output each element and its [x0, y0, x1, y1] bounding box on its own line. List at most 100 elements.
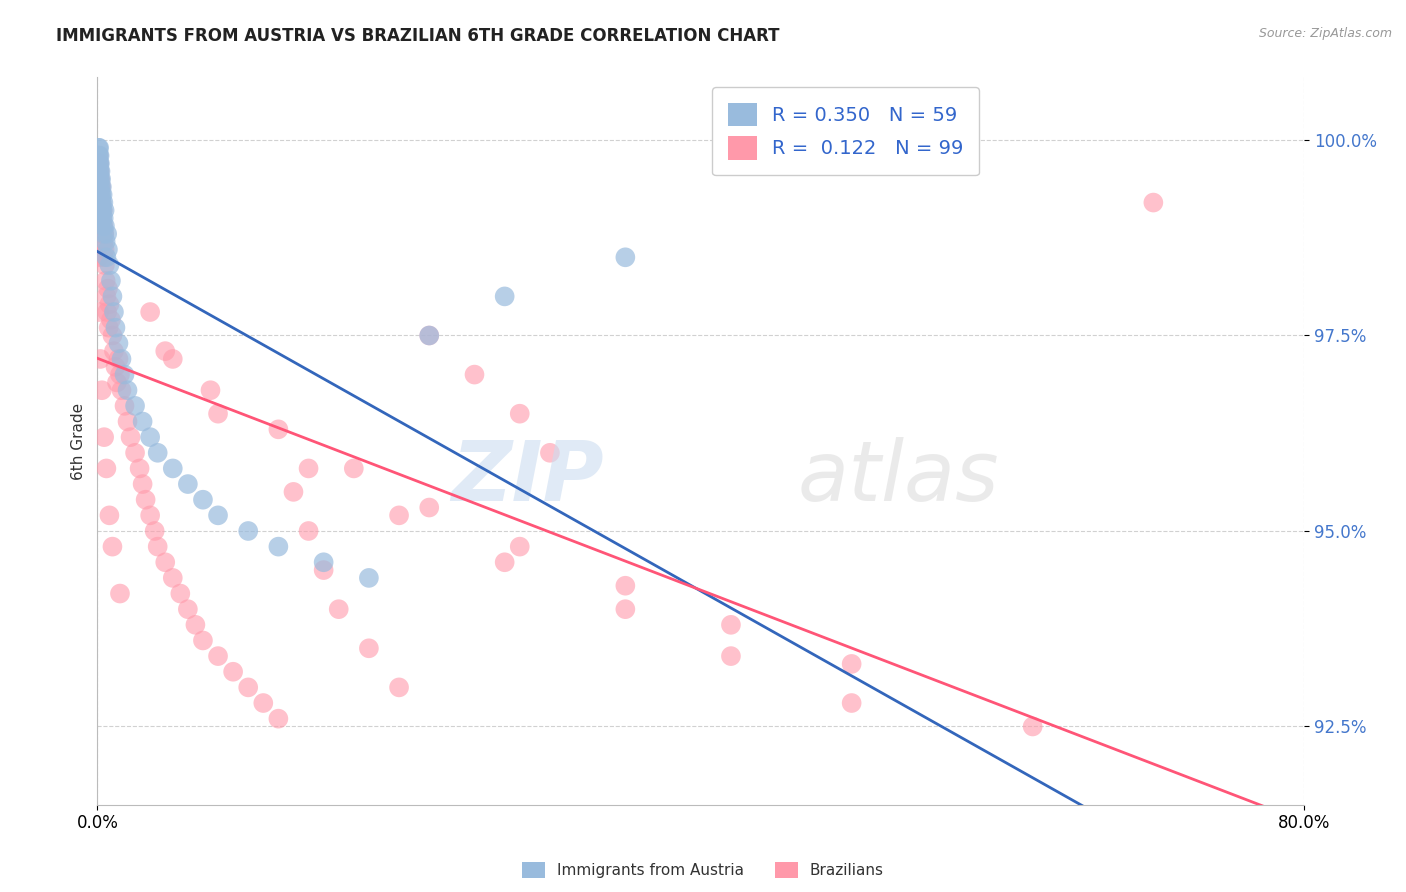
Point — [96, 289, 118, 303]
Point — [494, 289, 516, 303]
Point — [297, 461, 319, 475]
Point — [357, 571, 380, 585]
Point — [103, 344, 125, 359]
Point — [90, 180, 112, 194]
Point — [89, 164, 111, 178]
Point — [101, 540, 124, 554]
Point — [312, 563, 335, 577]
Point — [89, 187, 111, 202]
Point — [720, 617, 742, 632]
Point — [283, 484, 305, 499]
Point — [87, 148, 110, 162]
Point — [93, 211, 115, 226]
Point — [162, 351, 184, 366]
Point — [93, 227, 115, 241]
Point — [1142, 195, 1164, 210]
Point — [135, 492, 157, 507]
Point — [94, 274, 117, 288]
Point — [94, 235, 117, 249]
Point — [87, 250, 110, 264]
Point — [538, 446, 561, 460]
Point — [100, 274, 122, 288]
Point — [267, 712, 290, 726]
Point — [90, 195, 112, 210]
Point — [267, 422, 290, 436]
Point — [207, 407, 229, 421]
Point — [107, 336, 129, 351]
Point — [89, 141, 111, 155]
Point — [87, 156, 110, 170]
Point — [98, 508, 121, 523]
Point — [169, 586, 191, 600]
Text: Source: ZipAtlas.com: Source: ZipAtlas.com — [1258, 27, 1392, 40]
Point — [97, 282, 120, 296]
Point — [90, 180, 112, 194]
Point — [89, 164, 111, 178]
Point — [312, 555, 335, 569]
Point — [117, 415, 139, 429]
Point — [614, 250, 637, 264]
Point — [93, 203, 115, 218]
Legend: R = 0.350   N = 59, R =  0.122   N = 99: R = 0.350 N = 59, R = 0.122 N = 99 — [711, 87, 979, 176]
Point — [117, 383, 139, 397]
Point — [297, 524, 319, 538]
Legend: Immigrants from Austria, Brazilians: Immigrants from Austria, Brazilians — [516, 856, 890, 884]
Point — [96, 227, 118, 241]
Point — [104, 359, 127, 374]
Point — [97, 243, 120, 257]
Point — [238, 681, 260, 695]
Point — [139, 305, 162, 319]
Point — [96, 305, 118, 319]
Point — [93, 195, 115, 210]
Point — [87, 156, 110, 170]
Point — [162, 571, 184, 585]
Point — [388, 508, 411, 523]
Point — [87, 164, 110, 178]
Point — [94, 219, 117, 233]
Point — [87, 164, 110, 178]
Point — [105, 376, 128, 390]
Point — [98, 258, 121, 272]
Point — [155, 344, 177, 359]
Point — [87, 148, 110, 162]
Point — [90, 187, 112, 202]
Point — [89, 148, 111, 162]
Point — [110, 383, 132, 397]
Point — [100, 313, 122, 327]
Point — [89, 351, 111, 366]
Point — [89, 172, 111, 186]
Point — [87, 141, 110, 155]
Point — [90, 211, 112, 226]
Point — [91, 227, 114, 241]
Point — [207, 649, 229, 664]
Point — [494, 555, 516, 569]
Point — [509, 540, 531, 554]
Point — [89, 180, 111, 194]
Point — [89, 195, 111, 210]
Point — [91, 187, 114, 202]
Point — [114, 368, 136, 382]
Point — [207, 508, 229, 523]
Point — [89, 172, 111, 186]
Point — [90, 203, 112, 218]
Point — [388, 681, 411, 695]
Point — [108, 368, 131, 382]
Point — [143, 524, 166, 538]
Y-axis label: 6th Grade: 6th Grade — [72, 402, 86, 480]
Point — [93, 430, 115, 444]
Point — [89, 156, 111, 170]
Point — [91, 219, 114, 233]
Point — [108, 586, 131, 600]
Point — [720, 649, 742, 664]
Point — [90, 383, 112, 397]
Point — [89, 187, 111, 202]
Point — [114, 399, 136, 413]
Point — [98, 297, 121, 311]
Point — [89, 172, 111, 186]
Point — [155, 555, 177, 569]
Point — [418, 328, 440, 343]
Point — [252, 696, 274, 710]
Point — [139, 508, 162, 523]
Point — [91, 203, 114, 218]
Point — [87, 180, 110, 194]
